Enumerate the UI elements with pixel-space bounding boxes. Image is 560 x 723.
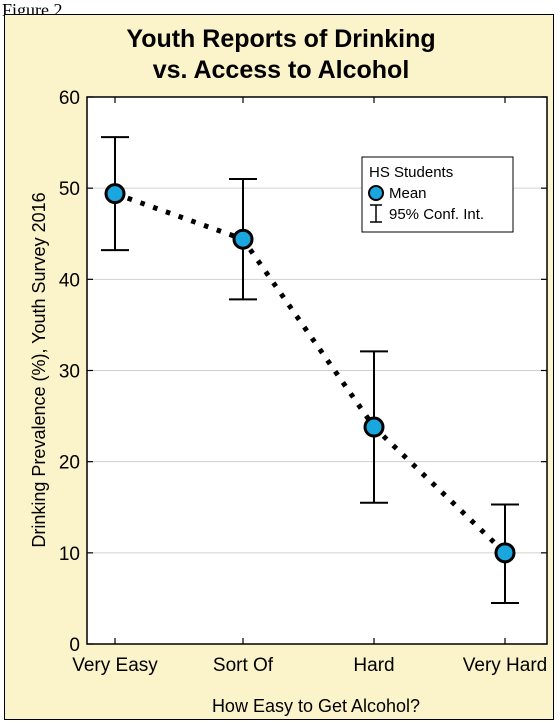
chart-title-line-2: vs. Access to Alcohol xyxy=(153,56,410,84)
y-axis-label: Drinking Prevalence (%), Youth Survey 20… xyxy=(29,192,49,547)
x-tick-label: Hard xyxy=(353,655,394,676)
mean-point xyxy=(232,228,254,250)
y-tick-label: 30 xyxy=(59,362,80,383)
legend-ci-marker xyxy=(370,204,382,223)
mean-connector-line xyxy=(114,191,507,555)
legend-mean-marker xyxy=(368,185,384,201)
legend-box xyxy=(361,156,514,233)
x-tick-label: Very Easy xyxy=(72,655,158,676)
legend-ci-label: 95% Conf. Int. xyxy=(389,206,484,223)
mean-point xyxy=(494,542,516,564)
mean-connector-path xyxy=(114,191,507,555)
y-tick-label: 40 xyxy=(59,270,80,291)
legend-mean-label: Mean xyxy=(389,185,427,202)
mean-point xyxy=(104,183,126,205)
mean-points xyxy=(104,183,516,564)
chart-title-line-1: Youth Reports of Drinking xyxy=(126,25,435,53)
x-axis-label: How Easy to Get Alcohol? xyxy=(212,696,420,716)
x-axis-ticks: Very Easy Sort Of Hard Very Hard xyxy=(72,97,547,676)
x-tick-label: Sort Of xyxy=(213,655,274,676)
y-tick-label: 20 xyxy=(59,453,80,474)
y-tick-label: 10 xyxy=(59,544,80,565)
legend: HS Students Mean 95% Conf. Int. xyxy=(361,156,514,233)
y-tick-label: 0 xyxy=(69,635,80,656)
gridlines xyxy=(87,187,547,554)
y-tick-label: 50 xyxy=(59,179,80,200)
y-tick-label: 60 xyxy=(59,88,80,109)
x-tick-label: Very Hard xyxy=(463,655,547,676)
mean-point xyxy=(363,416,385,438)
legend-title: HS Students xyxy=(369,164,453,181)
y-axis-ticks: 0 10 20 30 40 50 60 xyxy=(59,88,547,656)
